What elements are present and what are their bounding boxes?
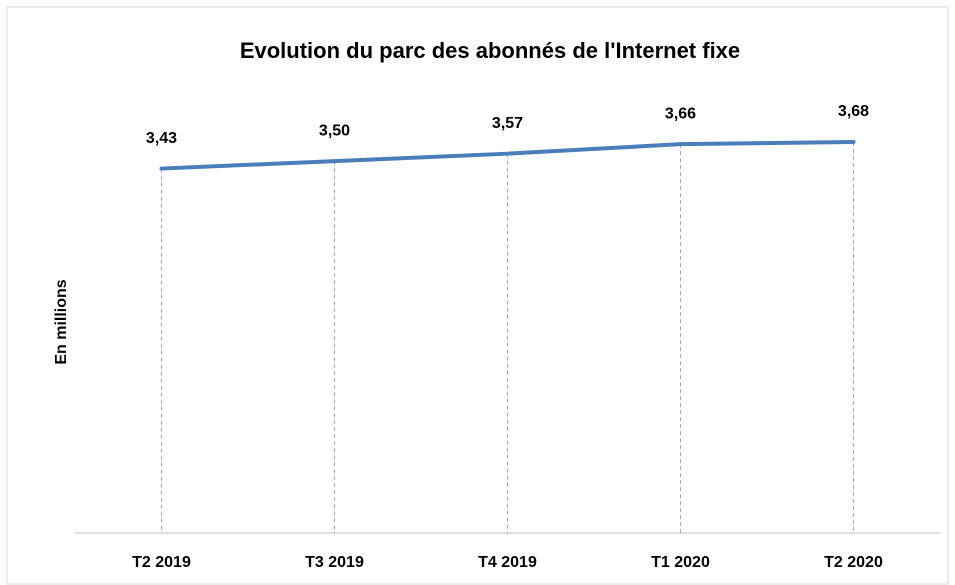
x-tick-label: T4 2019 — [478, 554, 537, 571]
data-label: 3,43 — [146, 130, 177, 147]
x-tick-label: T2 2020 — [824, 554, 883, 571]
data-label: 3,66 — [665, 105, 696, 122]
x-tick-label: T2 2019 — [132, 554, 191, 571]
x-tick-label: T1 2020 — [651, 554, 710, 571]
data-label: 3,57 — [492, 115, 523, 132]
x-tick-label: T3 2019 — [305, 554, 364, 571]
chart-title: Evolution du parc des abonnés de l'Inter… — [240, 38, 740, 63]
y-axis-label: En millions — [53, 279, 70, 364]
chart-frame — [6, 6, 949, 585]
data-label: 3,50 — [319, 122, 350, 139]
data-label: 3,68 — [838, 103, 869, 120]
data-line — [159, 140, 856, 171]
